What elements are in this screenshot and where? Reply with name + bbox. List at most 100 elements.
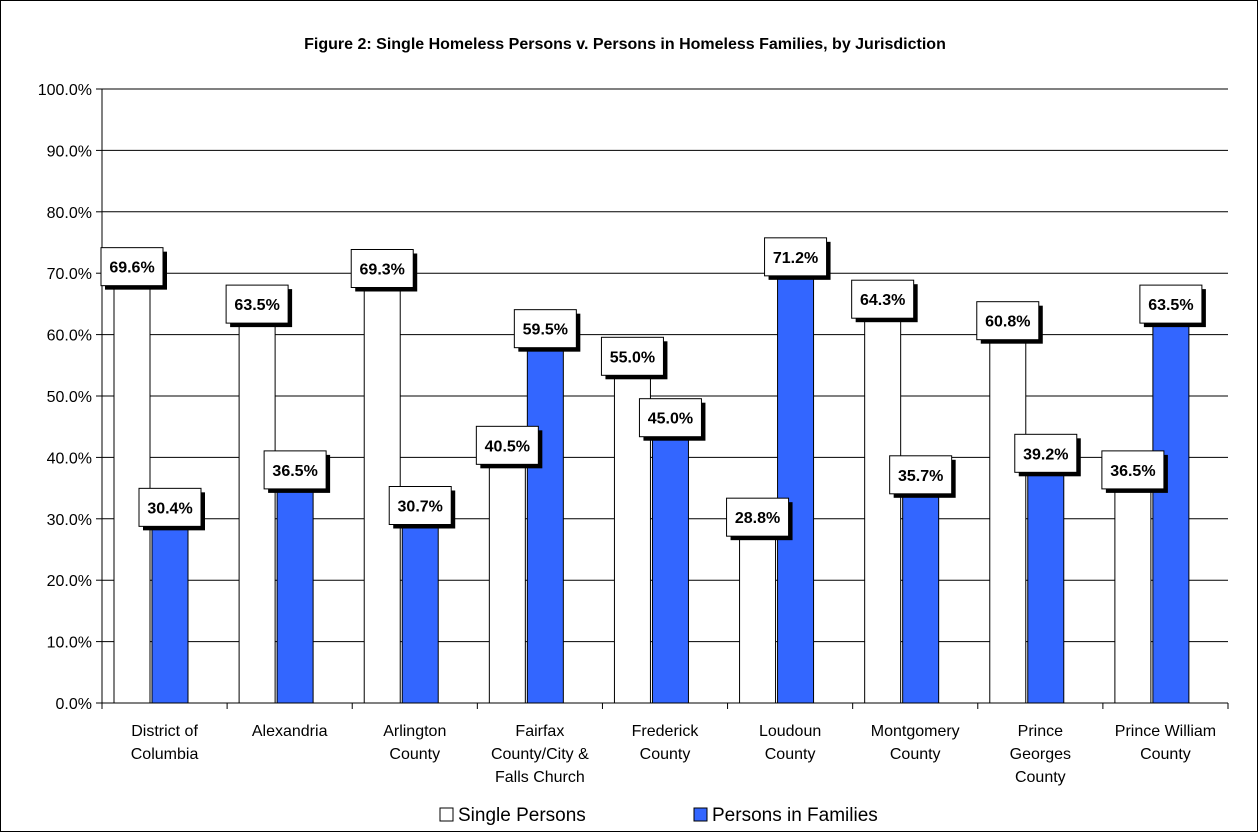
data-label: 55.0% [600,336,668,380]
data-label: 63.5% [225,284,293,328]
data-label-text: 60.8% [985,314,1030,331]
category-label: County [640,746,691,763]
bar-persons-in-families [651,426,689,704]
category-label: County [1015,769,1066,786]
category-label: Georges [1010,746,1071,763]
y-tick-label: 70.0% [47,266,92,283]
data-label: 39.2% [1014,433,1081,477]
y-tick-label: 40.0% [47,450,92,467]
category-label: County [389,746,440,763]
legend-label-persons-in-families: Persons in Families [712,805,878,826]
category-label: Prince [1018,723,1063,740]
data-label-text: 69.3% [360,261,405,278]
data-label-text: 71.2% [773,250,818,267]
category-label: Montgomery [871,723,960,740]
y-tick-label: 20.0% [47,573,92,590]
data-label: 28.8% [726,497,793,541]
data-label: 71.2% [764,237,831,280]
data-label: 60.8% [976,301,1043,344]
bar-persons-in-families [526,337,564,704]
data-label-box [475,425,539,465]
data-label-text: 45.0% [648,411,693,428]
data-label: 40.5% [475,425,543,469]
data-label-box [1014,433,1078,473]
category-label: County/City & [491,746,589,763]
data-label-text: 28.8% [735,510,780,527]
data-label-box [138,487,202,527]
y-tick-label: 90.0% [47,143,92,160]
data-label: 30.7% [388,486,456,529]
data-label-text: 35.7% [898,468,943,485]
data-label: 63.5% [1139,284,1206,328]
data-label: 69.6% [100,247,167,290]
bars [113,265,1190,704]
data-labels: 69.6% 63.5% 69.3% 40.5% 55.0% 28.8% 64.3% 60.8%… [100,237,1206,541]
data-label: 45.0% [638,398,706,441]
data-label-box [600,336,664,376]
data-label-box [976,301,1040,341]
data-label-box [225,284,289,324]
category-label: Falls Church [495,769,585,786]
data-label-text: 40.5% [485,438,530,455]
y-tick-label: 0.0% [56,696,92,713]
bar-persons-in-families [401,514,439,704]
data-label-box [263,450,327,490]
y-tick-label: 60.0% [47,328,92,345]
category-label: District of [131,723,198,740]
data-label-box [638,398,702,438]
y-tick-label: 30.0% [47,512,92,529]
category-label: Prince William [1115,723,1216,740]
bar-persons-in-families [902,483,940,704]
data-label-text: 69.6% [109,260,154,277]
legend: Single Persons Persons in Families [439,805,878,826]
data-label-text: 30.7% [398,499,443,516]
data-label: 36.5% [263,450,331,493]
legend-label-single-persons: Single Persons [458,805,586,826]
data-label: 35.7% [889,455,956,498]
data-label-text: 63.5% [1148,297,1193,314]
y-tick-label: 100.0% [38,82,92,99]
data-label-box [513,309,577,349]
data-label-text: 63.5% [234,297,279,314]
category-label: Fairfax [515,723,564,740]
category-label: County [1140,746,1191,763]
bar-single-persons [1114,478,1152,704]
data-label-text: 36.5% [1110,463,1155,480]
data-label-text: 64.3% [860,292,905,309]
bar-persons-in-families [1027,461,1065,704]
data-label-box [350,248,414,288]
bar-single-persons [488,453,526,704]
data-label: 36.5% [1101,450,1168,493]
bar-single-persons [989,329,1027,704]
data-label-box [1101,450,1165,490]
data-label: 30.4% [138,487,205,531]
category-label: Alexandria [252,723,328,740]
category-label: County [890,746,941,763]
data-label-text: 59.5% [523,322,568,339]
chart-title: Figure 2: Single Homeless Persons v. Per… [304,36,946,53]
bar-persons-in-families [151,515,189,704]
y-tick-label: 50.0% [47,389,92,406]
category-label: Arlington [383,723,446,740]
data-label: 64.3% [851,279,918,323]
legend-swatch-persons-in-families [693,807,708,822]
data-label-box [889,455,953,495]
data-label-text: 39.2% [1023,446,1068,463]
bar-persons-in-families [1152,312,1190,704]
y-tick-label: 10.0% [47,635,92,652]
bar-single-persons [864,307,902,704]
data-label-box [764,237,828,277]
data-label-box [100,247,164,287]
category-label: Columbia [131,746,199,763]
y-tick-label: 80.0% [47,205,92,222]
data-label-box [726,497,790,537]
category-label: Loudoun [759,723,821,740]
bar-single-persons [238,312,276,704]
data-label-text: 30.4% [147,500,192,517]
bar-single-persons [739,525,777,704]
category-label: County [765,746,816,763]
data-label: 59.5% [513,309,581,352]
axes: 0.0% 10.0% 20.0% 30.0% 40.0% 50.0% 60.0% 70.0% 8… [38,82,1229,713]
category-labels: District of Columbia Alexandria Arlington Co… [131,723,1216,786]
